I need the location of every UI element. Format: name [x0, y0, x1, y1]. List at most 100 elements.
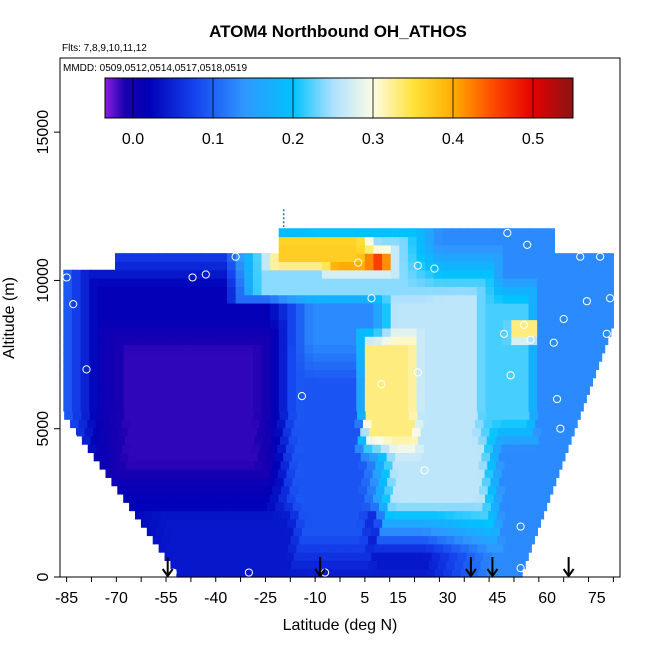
heatmap-cell [554, 311, 564, 321]
heatmap-cell [89, 386, 99, 395]
heatmap-cell [201, 402, 211, 412]
heatmap-cell [177, 485, 187, 495]
heatmap-cell [511, 286, 521, 296]
heatmap-cell [149, 336, 159, 346]
heatmap-cell [531, 510, 541, 520]
heatmap-cell [390, 253, 400, 263]
heatmap-cell [433, 327, 443, 337]
heatmap-cell [132, 344, 142, 354]
heatmap-cell [183, 402, 194, 412]
heatmap-cell [519, 261, 530, 271]
heatmap-cell [468, 402, 478, 412]
heatmap-cell [511, 361, 521, 370]
heatmap-cell [416, 244, 426, 254]
heatmap-cell [175, 394, 185, 404]
heatmap-cell [382, 278, 392, 287]
heatmap-cell [63, 352, 73, 362]
heatmap-cell [257, 477, 268, 487]
heatmap-cell [321, 302, 331, 312]
heatmap-cell [287, 402, 297, 412]
heatmap-cell [354, 552, 364, 561]
heatmap-cell [364, 344, 375, 354]
heatmap-cell [511, 253, 521, 263]
heatmap-cell [467, 493, 478, 503]
heatmap-cell [198, 527, 208, 537]
heatmap-cell [255, 510, 265, 520]
heatmap-cell [495, 460, 506, 470]
heatmap-cell [502, 228, 512, 238]
heatmap-cell [494, 236, 504, 246]
heatmap-cell [547, 460, 557, 470]
heatmap-cell [191, 469, 201, 478]
heatmap-cell [203, 510, 214, 520]
heatmap-cell [364, 278, 375, 287]
heatmap-cell [71, 386, 82, 395]
x-axis-tick-label: 60 [538, 590, 556, 607]
heatmap-cell [201, 253, 211, 263]
heatmap-cell [467, 469, 477, 478]
heatmap-cell [416, 377, 426, 387]
heatmap-cell [170, 560, 180, 570]
heatmap-cell [339, 402, 349, 412]
heatmap-cell [235, 294, 245, 304]
heatmap-cell [209, 336, 219, 346]
heatmap-cell [193, 435, 204, 445]
heatmap-cell [459, 518, 469, 528]
heatmap-cell [192, 269, 202, 279]
heatmap-cell [75, 427, 86, 437]
heatmap-cell [465, 502, 475, 512]
heatmap-cell [218, 377, 228, 387]
heatmap-cell [295, 253, 306, 263]
heatmap-cell [283, 477, 293, 487]
heatmap-cell [172, 502, 182, 512]
heatmap-cell [201, 336, 211, 346]
heatmap-cell [423, 444, 433, 454]
latitude-arrow-head [161, 568, 174, 578]
heatmap-cell [382, 369, 392, 379]
heatmap-cell [442, 319, 452, 329]
heatmap-cell [106, 319, 116, 329]
heatmap-cell [287, 286, 297, 296]
heatmap-cell [228, 568, 238, 578]
heatmap-cell [132, 286, 142, 296]
heatmap-cell [90, 410, 100, 420]
heatmap-cell [162, 427, 172, 437]
heatmap-cell [396, 527, 406, 537]
heatmap-cell [321, 228, 331, 238]
heatmap-cell [407, 327, 418, 337]
heatmap-cell [359, 510, 369, 520]
heatmap-cell [563, 261, 573, 271]
heatmap-cell [502, 402, 512, 412]
heatmap-cell [130, 419, 140, 429]
heatmap-cell [433, 493, 443, 503]
heatmap-cell [261, 278, 271, 287]
heatmap-cell [494, 311, 504, 321]
heatmap-cell [316, 560, 327, 570]
heatmap-cell [485, 518, 495, 528]
heatmap-cell [340, 460, 351, 470]
y-axis-tick-label: 5000 [35, 411, 52, 447]
heatmap-cell [390, 369, 400, 379]
heatmap-cell [209, 344, 219, 354]
heatmap-cell [406, 419, 416, 429]
heatmap-cell [270, 269, 280, 279]
heatmap-cell [537, 228, 547, 238]
heatmap-cell [563, 377, 573, 387]
heatmap-cell [433, 311, 443, 321]
heatmap-cell [416, 269, 426, 279]
heatmap-cell [256, 535, 266, 545]
heatmap-cell [466, 419, 476, 429]
heatmap-cell [390, 344, 400, 354]
heatmap-cell [356, 361, 366, 370]
heatmap-cell [468, 253, 478, 263]
heatmap-cell [451, 278, 461, 287]
heatmap-cell [347, 253, 357, 263]
heatmap-cell [175, 294, 185, 304]
heatmap-cell [339, 327, 349, 337]
heatmap-cell [261, 402, 271, 412]
heatmap-cell [132, 302, 142, 312]
heatmap-cell [122, 444, 132, 454]
heatmap-cell [347, 344, 357, 354]
heatmap-cell [331, 435, 341, 445]
heatmap-cell [269, 493, 279, 503]
